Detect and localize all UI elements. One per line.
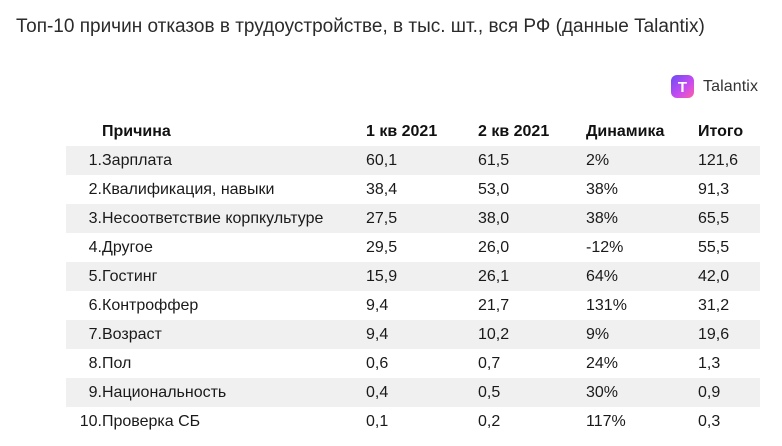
row-q1-value: 15,9 [366, 262, 478, 291]
row-reason: Зарплата [102, 146, 366, 175]
row-number-label: 8. [88, 355, 102, 372]
row-q2-value: 21,7 [478, 297, 510, 314]
row-total-value: 55,5 [698, 239, 730, 256]
row-dynamic-value: 64% [586, 262, 698, 291]
table-row: 6. Контроффер 9,4 21,7 131% 31,2 [66, 291, 760, 320]
table-row: 5. Гостинг 15,9 26,1 64% 42,0 [66, 262, 760, 291]
row-number-label: 3. [88, 210, 102, 227]
row-reason: Национальность [102, 378, 366, 407]
row-dynamic-value: 131% [586, 297, 627, 314]
row-q2-value: 53,0 [478, 181, 510, 198]
row-total-value: 0,9 [698, 378, 760, 407]
row-number: 2. [66, 175, 102, 204]
table-row: 1. Зарплата 60,1 61,5 2% 121,6 [66, 146, 760, 175]
row-q1-value: 29,5 [366, 239, 398, 256]
row-dynamic-value: 30% [586, 378, 698, 407]
row-number: 9. [66, 378, 102, 407]
row-dynamic-value: 2% [586, 146, 698, 175]
logo-letter: T [678, 79, 687, 96]
table-row: 7. Возраст 9,4 10,2 9% 19,6 [66, 320, 760, 349]
table-row: 10. Проверка СБ 0,1 0,2 117% 0,3 [66, 407, 760, 436]
row-reason: Проверка СБ [102, 413, 201, 430]
row-number: 6. [66, 291, 102, 320]
header-q2: 2 кв 2021 [478, 123, 550, 140]
header-total: Итого [698, 123, 744, 140]
row-q1-value: 60,1 [366, 146, 478, 175]
row-number-label: 1. [88, 152, 102, 169]
row-number: 4. [66, 233, 102, 262]
row-total-value: 65,5 [698, 204, 760, 233]
table-row: 4. Другое 29,5 26,0 -12% 55,5 [66, 233, 760, 262]
row-reason: Несоответствие корпкультуре [102, 204, 366, 233]
row-dynamic-value: -12% [586, 239, 624, 256]
row-total-value: 1,3 [698, 355, 721, 372]
row-total-value: 0,3 [698, 413, 721, 430]
row-reason: Квалификация, навыки [102, 181, 275, 198]
row-total-value: 121,6 [698, 146, 760, 175]
row-number-label: 6. [88, 297, 102, 314]
row-total-value: 31,2 [698, 297, 730, 314]
row-total-value: 91,3 [698, 181, 730, 198]
reasons-table: Причина 1 кв 2021 2 кв 2021 Динамика Ито… [66, 117, 760, 436]
row-q1-value: 0,1 [366, 413, 389, 430]
row-q2-value: 0,2 [478, 413, 501, 430]
table-row: 2. Квалификация, навыки 38,4 53,0 38% 91,3 [66, 175, 760, 204]
row-number-label: 7. [88, 326, 102, 343]
brand-name: Talantix [703, 77, 759, 95]
row-q1-value: 38,4 [366, 181, 398, 198]
header-num [66, 117, 102, 146]
row-number: 10. [66, 407, 102, 436]
header-dynamic: Динамика [586, 123, 665, 140]
header-q1: 1 кв 2021 [366, 123, 438, 140]
row-dynamic-value: 117% [586, 413, 626, 430]
row-total-value: 19,6 [698, 320, 760, 349]
table-row: 3. Несоответствие корпкультуре 27,5 38,0 38%… [66, 204, 760, 233]
row-q1-value: 9,4 [366, 297, 389, 314]
row-q2-value: 26,1 [478, 262, 586, 291]
table-row: 9. Национальность 0,4 0,5 30% 0,9 [66, 378, 760, 407]
row-total-value: 42,0 [698, 262, 760, 291]
table-row: 8. Пол 0,6 0,7 24% 1,3 [66, 349, 760, 378]
table-header-row: Причина 1 кв 2021 2 кв 2021 Динамика Ито… [66, 117, 760, 146]
row-q2-value: 26,0 [478, 239, 510, 256]
row-number: 8. [66, 349, 102, 378]
row-q2-value: 38,0 [478, 204, 586, 233]
row-number: 1. [66, 146, 102, 175]
row-number: 5. [66, 262, 102, 291]
row-q2-value: 10,2 [478, 320, 586, 349]
row-number-label: 10. [79, 413, 102, 430]
row-dynamic-value: 38% [586, 181, 619, 198]
row-dynamic-value: 9% [586, 320, 698, 349]
row-q2-value: 0,7 [478, 355, 501, 372]
brand: T Talantix [670, 74, 758, 99]
row-q1-value: 0,6 [366, 355, 389, 372]
row-reason: Возраст [102, 320, 366, 349]
row-dynamic-value: 24% [586, 355, 619, 372]
row-reason: Контроффер [102, 297, 199, 314]
row-number: 3. [66, 204, 102, 233]
row-number-label: 5. [88, 268, 102, 285]
talantix-logo-icon: T [671, 75, 694, 98]
row-q1-value: 27,5 [366, 204, 478, 233]
page-title: Топ-10 причин отказов в трудоустройстве,… [16, 16, 705, 37]
row-dynamic-value: 38% [586, 204, 698, 233]
header-reason: Причина [102, 123, 171, 140]
row-reason: Пол [102, 355, 132, 372]
row-q2-value: 0,5 [478, 378, 586, 407]
row-number: 7. [66, 320, 102, 349]
row-number-label: 4. [88, 239, 102, 256]
row-number-label: 9. [88, 384, 102, 401]
row-q2-value: 61,5 [478, 146, 586, 175]
row-reason: Гостинг [102, 262, 366, 291]
row-q1-value: 0,4 [366, 378, 478, 407]
table-body: 1. Зарплата 60,1 61,5 2% 121,6 2. Квалификация,… [66, 146, 760, 436]
row-q1-value: 9,4 [366, 320, 478, 349]
row-number-label: 2. [88, 181, 102, 198]
row-reason: Другое [102, 239, 153, 256]
